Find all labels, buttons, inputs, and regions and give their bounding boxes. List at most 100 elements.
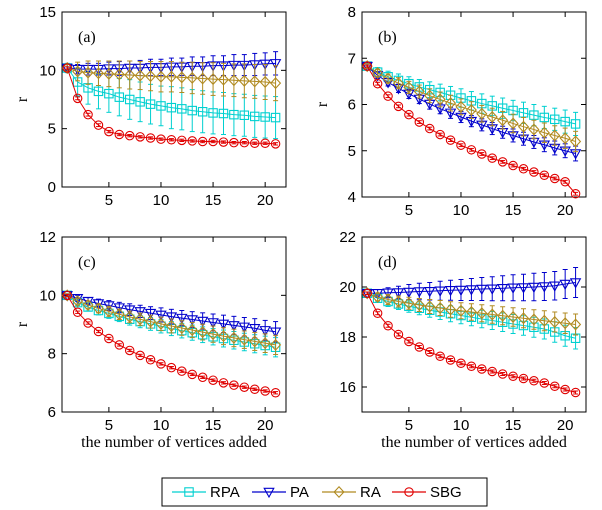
series-sbg [362,61,581,199]
data-point [518,373,529,384]
data-point [570,318,582,331]
data-point [560,116,570,127]
data-point [382,293,394,306]
panel-label: (d) [378,254,397,271]
data-point [239,382,250,392]
data-point [269,327,282,338]
data-point [382,288,394,299]
data-point [124,94,135,105]
y-tick-label: 10 [39,62,56,79]
data-point [486,284,498,295]
data-point [145,70,157,83]
x-axis-label: the number of vertices added [381,434,567,451]
data-point [197,136,208,147]
x-tick-label: 15 [205,417,222,434]
data-point [382,72,394,85]
data-point [529,375,539,386]
data-point [497,369,508,379]
data-point [445,97,457,110]
data-point [144,308,157,320]
data-point [114,340,125,350]
data-point [392,288,405,299]
data-point [570,387,581,398]
x-tick-label: 5 [405,417,413,434]
data-point [529,167,539,177]
data-point [383,91,393,101]
y-tick-label: 12 [39,229,56,246]
x-tick-label: 20 [557,417,574,434]
data-point [207,328,219,341]
data-point [249,384,260,394]
data-point [539,378,550,388]
data-point [372,78,383,89]
y-tick-label: 6 [348,97,356,114]
data-point [238,60,251,72]
data-point [456,358,466,368]
data-point [156,359,166,369]
x-axis-label: the number of vertices added [81,434,267,451]
y-tick-label: 18 [339,329,356,346]
series-sbg [62,63,281,149]
data-point [72,65,84,78]
data-point [549,173,560,184]
data-point [187,105,197,116]
data-point [83,109,93,120]
series-ra [61,60,282,102]
data-point [362,61,372,71]
data-point [217,73,230,86]
data-point [455,304,467,317]
data-point [361,60,373,73]
y-tick-label: 8 [48,346,56,363]
data-point [249,335,261,348]
legend-entry: RPA [172,484,240,501]
data-point [414,342,425,352]
data-point [145,99,156,109]
data-point [403,297,415,310]
data-point [362,288,372,298]
data-point [82,298,94,311]
y-tick-label: 5 [348,143,356,160]
data-point [413,298,425,312]
data-point [497,157,508,167]
data-point [476,107,488,120]
data-point [113,308,125,321]
data-point [260,386,270,396]
data-point [249,75,261,88]
x-tick-label: 10 [153,417,170,434]
data-point [249,60,261,71]
data-point [207,318,219,329]
data-point [197,372,208,383]
legend: RPA PA RA SBG [161,477,488,507]
data-point [517,312,530,325]
data-point [487,153,497,163]
data-point [228,60,240,72]
data-point [93,86,104,97]
panel-b: 5 10 15 20 4 5 6 7 8 r (b) [314,4,587,219]
data-point [517,120,530,133]
data-point [135,132,145,142]
data-point [270,338,282,351]
y-tick-label: 0 [48,179,56,196]
data-point [135,97,145,107]
legend-label: RPA [210,484,240,501]
series-sbg [62,290,281,398]
data-point [229,109,239,120]
data-point [404,336,414,347]
data-point [238,322,251,333]
data-point [72,295,84,308]
y-axis-label: r [14,96,31,102]
data-point [423,286,436,298]
data-point [259,337,271,350]
data-point [414,117,425,127]
data-point [228,331,240,344]
data-point [403,81,415,94]
data-point [434,301,446,315]
data-point [72,307,83,317]
data-point [177,104,187,114]
legend-marker [333,485,345,499]
data-point [104,126,114,137]
legend-marker [404,487,414,497]
data-point [270,387,281,398]
data-point [434,93,446,106]
data-point [238,333,250,346]
